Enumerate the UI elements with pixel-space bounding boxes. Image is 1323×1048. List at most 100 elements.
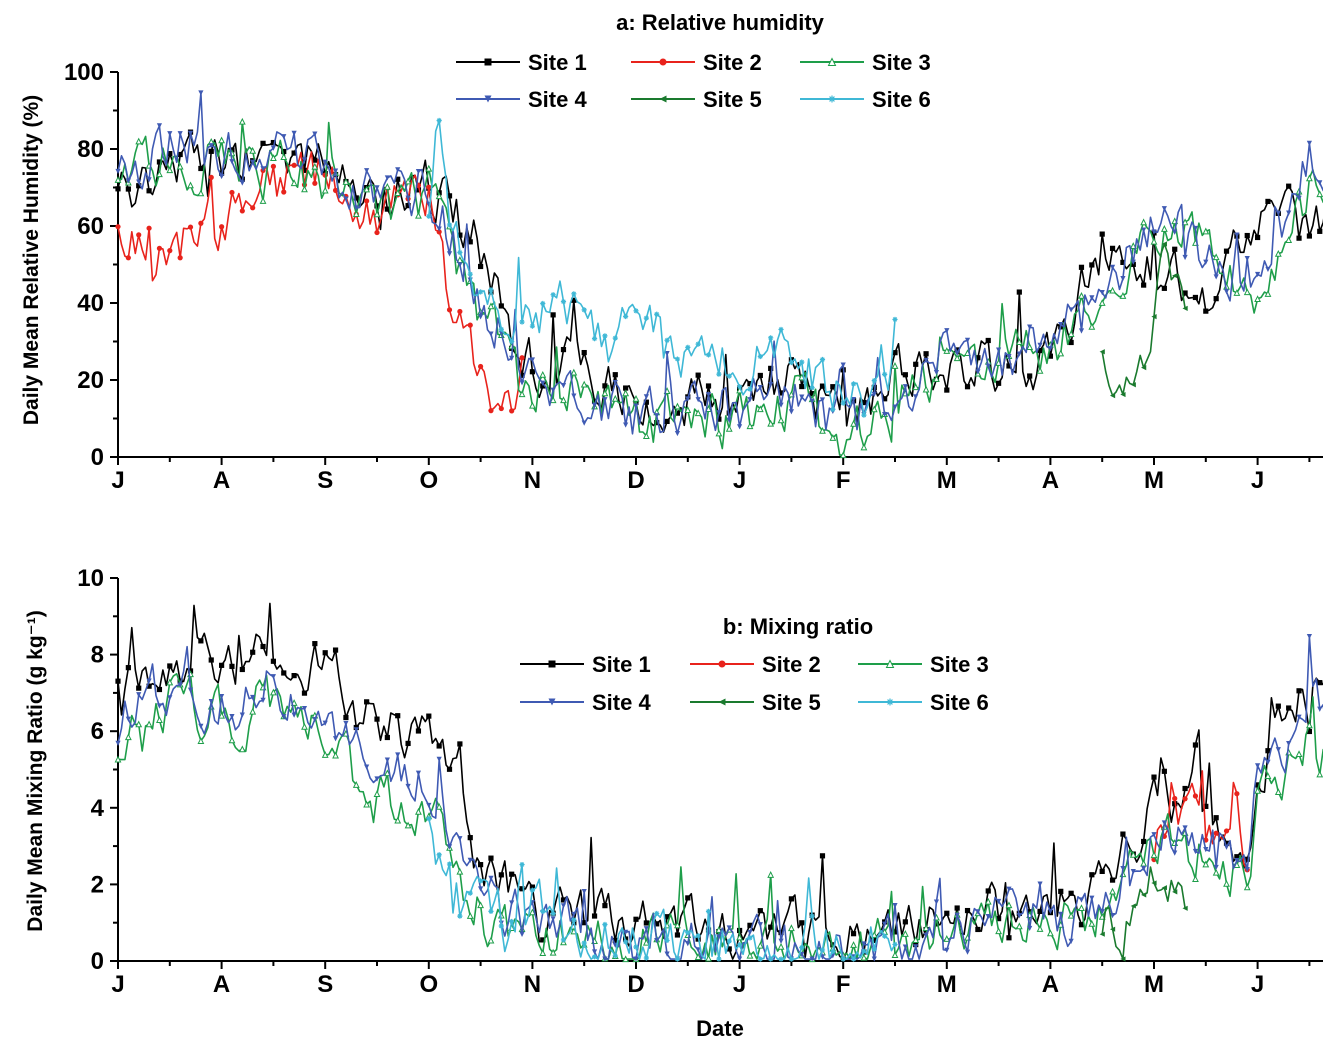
data-point	[208, 657, 214, 663]
y-tick-label: 2	[91, 871, 104, 898]
data-point	[996, 380, 1002, 386]
data-point	[1006, 363, 1012, 369]
data-point	[136, 692, 142, 698]
data-point	[156, 159, 163, 165]
data-point	[768, 365, 774, 371]
data-point	[1120, 259, 1126, 265]
data-point	[198, 165, 204, 172]
data-point	[478, 314, 484, 320]
data-point	[1275, 210, 1281, 216]
data-point	[1233, 289, 1241, 296]
data-point	[405, 740, 411, 747]
data-point	[395, 167, 401, 173]
data-point	[1078, 328, 1085, 334]
data-point	[975, 369, 981, 375]
data-point	[659, 58, 667, 66]
data-point	[1037, 908, 1043, 915]
data-point	[882, 411, 888, 418]
data-point	[695, 397, 701, 403]
data-point	[985, 363, 991, 369]
legend-item: Site 4	[520, 690, 651, 715]
x-tick-label: D	[627, 971, 644, 998]
data-point	[659, 95, 667, 103]
data-point	[478, 289, 484, 295]
data-point	[1089, 262, 1095, 268]
data-point	[519, 380, 525, 386]
data-point	[1078, 291, 1085, 299]
data-point	[623, 422, 629, 428]
data-point	[1265, 198, 1271, 205]
data-point	[1172, 850, 1178, 856]
data-point	[509, 900, 515, 906]
data-point	[125, 716, 131, 722]
data-point	[923, 357, 929, 364]
data-point	[146, 225, 152, 231]
data-point	[312, 131, 318, 137]
data-point	[953, 354, 961, 362]
panel-b-mixing-ratio: b: Mixing ratio Daily Mean Mixing Ratio …	[24, 565, 1323, 1041]
data-point	[550, 387, 556, 393]
data-point	[457, 262, 463, 268]
data-point	[944, 387, 950, 393]
data-point	[768, 335, 774, 341]
data-point	[923, 932, 929, 938]
data-point	[654, 938, 660, 944]
y-axis-label-a: Daily Mean Relative Humidity (%)	[20, 95, 43, 425]
data-point	[509, 408, 515, 414]
data-point	[870, 405, 878, 413]
x-tick-label: J	[1251, 467, 1264, 494]
legend-item: Site 2	[690, 652, 821, 677]
data-point	[373, 210, 381, 218]
data-point	[674, 956, 681, 962]
data-point	[902, 944, 908, 950]
data-point	[695, 341, 701, 347]
data-point	[260, 643, 266, 650]
data-point	[944, 910, 950, 916]
data-point	[519, 372, 525, 378]
data-point	[591, 954, 598, 960]
legend-label: Site 5	[762, 690, 821, 715]
data-point	[715, 429, 723, 437]
data-point	[478, 862, 484, 868]
data-point	[746, 951, 754, 959]
data-point	[291, 130, 297, 136]
data-point	[540, 383, 546, 389]
data-point	[540, 937, 546, 943]
data-point	[177, 131, 183, 137]
data-point	[725, 424, 733, 432]
data-point	[124, 733, 132, 741]
data-point	[747, 922, 753, 928]
data-point	[1181, 218, 1189, 226]
data-point	[1078, 922, 1085, 928]
data-point	[695, 372, 701, 378]
data-point	[882, 933, 888, 939]
data-point	[1088, 919, 1096, 927]
series-line	[1153, 770, 1248, 871]
data-point	[352, 210, 360, 218]
data-point	[922, 385, 930, 393]
data-point	[384, 734, 390, 741]
data-point	[716, 416, 722, 422]
data-point	[374, 716, 380, 722]
data-point	[1223, 879, 1230, 887]
y-tick-label: 4	[91, 795, 105, 822]
y-tick-label: 100	[64, 59, 104, 86]
data-point	[602, 383, 608, 389]
data-point	[985, 914, 991, 920]
data-point	[115, 740, 121, 746]
data-point	[1172, 889, 1178, 895]
data-point	[1078, 904, 1085, 912]
data-point	[830, 948, 836, 955]
data-point	[1264, 290, 1272, 297]
data-point	[435, 802, 443, 810]
data-point	[788, 896, 794, 902]
data-point	[332, 736, 339, 742]
data-point	[560, 346, 567, 353]
data-point	[156, 716, 163, 723]
data-point	[1098, 299, 1106, 306]
data-point	[395, 176, 401, 182]
data-point	[891, 951, 899, 959]
data-point	[581, 888, 587, 895]
data-point	[933, 921, 940, 927]
data-point	[1182, 290, 1188, 296]
